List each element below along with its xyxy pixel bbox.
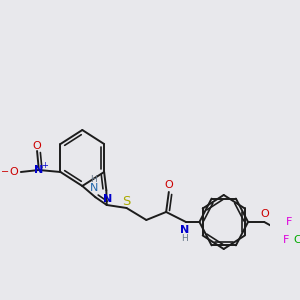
Text: N: N — [89, 183, 98, 193]
Text: S: S — [122, 196, 131, 208]
Text: N: N — [103, 194, 113, 204]
Text: O: O — [164, 180, 173, 190]
Text: H: H — [90, 175, 97, 184]
Text: Cl: Cl — [293, 235, 300, 245]
Text: N: N — [34, 165, 44, 175]
Text: O: O — [33, 141, 41, 151]
Text: N: N — [179, 225, 189, 235]
Text: +: + — [41, 160, 48, 169]
Text: O: O — [261, 209, 269, 219]
Text: F: F — [286, 217, 292, 227]
Text: H: H — [181, 235, 188, 244]
Text: −: − — [1, 167, 9, 177]
Text: F: F — [283, 235, 289, 245]
Text: O: O — [9, 167, 18, 177]
